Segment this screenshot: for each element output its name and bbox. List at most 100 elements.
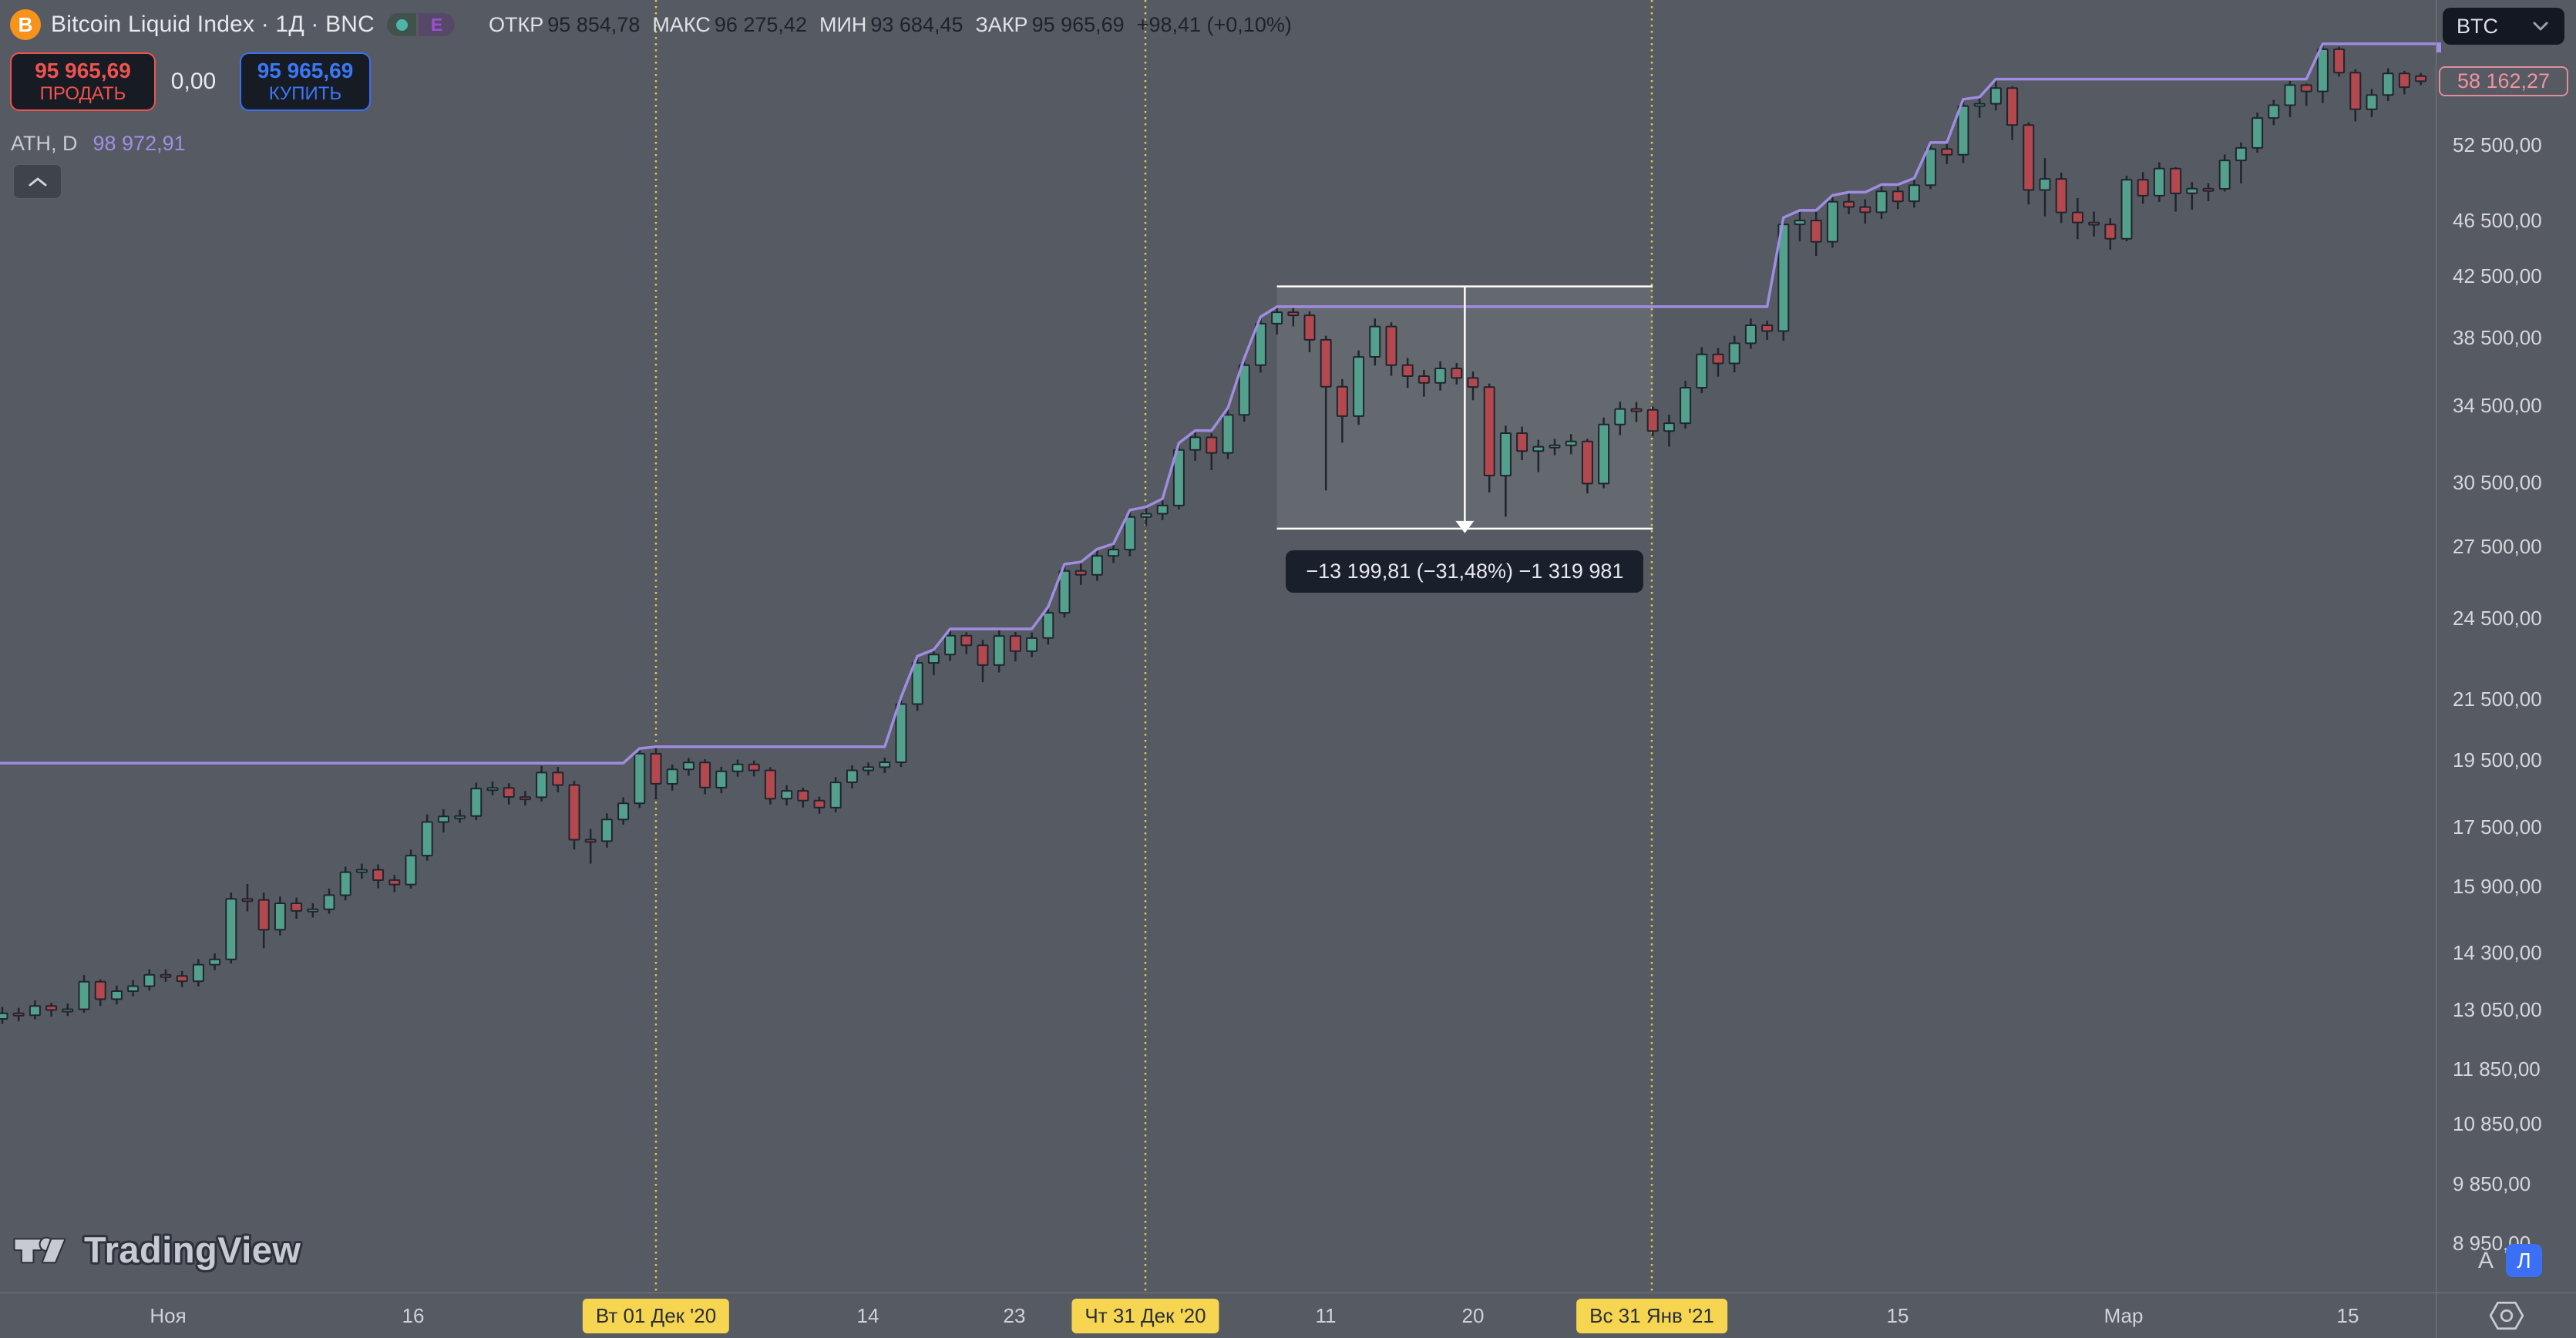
candle [1744,318,1757,349]
candle [470,782,483,820]
candle [1401,358,1414,388]
candle [895,697,907,768]
candle [1385,322,1397,376]
currency-dropdown[interactable]: BTC [2443,8,2564,45]
candle [748,760,760,777]
symbol-title[interactable]: Bitcoin Liquid Index · 1Д · BNC [51,12,375,37]
data-status-badges[interactable]: E [387,13,456,36]
auto-scale-button[interactable]: А [2470,1245,2501,1277]
time-tick-label: Мар [2104,1304,2144,1327]
candle [503,783,515,805]
time-axis[interactable]: Ноя 16 Вт 01 Дек '20 14 23 Чт 31 Дек '20 11 20 В… [0,1293,2436,1338]
time-tick-label: 15 [2336,1304,2359,1327]
price-tick-label: 30 500,00 [2453,470,2542,494]
candle [127,980,140,997]
candle [176,970,188,987]
candle [682,758,694,776]
candle [927,649,940,676]
bitcoin-icon-letter: B [18,12,33,36]
candle [1973,97,1986,118]
price-tick-label: 9 850,00 [2453,1172,2531,1196]
candle [2251,113,2264,153]
candle [1925,142,1937,190]
candle [1843,192,1855,214]
sell-button[interactable]: 95 965,69 ПРОДАТЬ [10,52,156,111]
open-label: ОТКР [489,12,544,36]
price-tick-label: 38 500,00 [2453,325,2542,349]
candle [797,787,809,808]
buy-button[interactable]: 95 965,69 КУПИТЬ [240,52,371,111]
log-scale-button[interactable]: Л [2506,1244,2542,1277]
trade-buttons-row: 95 965,69 ПРОДАТЬ 0,00 95 965,69 КУПИТЬ [10,52,371,111]
candle [1238,358,1250,422]
candle [846,765,858,788]
price-axis[interactable]: BTC 52 500,00 46 500,00 42 500,00 38 500,00… [2436,0,2576,1293]
axis-settings-corner[interactable] [2436,1293,2576,1338]
candle [1206,433,1218,470]
candle [1565,434,1577,455]
candle [600,813,613,848]
market-status-badge[interactable] [387,13,417,36]
candle [2006,86,2019,140]
candle [1646,406,1659,436]
candle [2300,83,2312,106]
candle [2170,166,2182,212]
candle [355,863,368,879]
indicator-value: 98 972,91 [92,131,186,155]
auto-scale-label: А [2477,1248,2494,1273]
candle [2023,122,2035,205]
candle [1598,417,1610,489]
candle [699,759,711,795]
candle [666,764,678,791]
candle [2153,162,2165,202]
session-date-label: Чт 31 Дек '20 [1071,1293,1219,1338]
candle [1271,306,1283,335]
candle [62,1004,74,1017]
candle [731,759,744,777]
candle [1941,143,1953,164]
candle [1369,318,1381,366]
candle [1091,549,1103,581]
chart-legend-header: B Bitcoin Liquid Index · 1Д · BNC E ОТКР… [10,6,1292,43]
candlestick-chart[interactable] [0,0,2436,1293]
time-tick-label: Ноя [150,1304,187,1327]
candle [78,975,90,1013]
measure-tool [1276,285,1653,533]
tradingview-watermark[interactable]: TradingView [13,1229,301,1271]
sell-label: ПРОДАТЬ [39,83,126,105]
candle [617,797,630,825]
candle [1908,178,1920,208]
collapse-legend-button[interactable] [13,164,62,199]
gear-icon [2489,1301,2524,1330]
candle [2349,69,2362,122]
indicator-legend[interactable]: ATH, D 98 972,91 [11,129,186,157]
candle [1222,408,1234,459]
candle [2055,173,2067,224]
arrow-down-icon [1455,520,1475,533]
candle [307,903,319,918]
candle [911,656,923,711]
candle [2235,142,2247,183]
candle [1058,563,1071,618]
candle [1810,211,1822,257]
candle [1124,509,1136,556]
eod-data-badge[interactable]: E [419,13,456,36]
price-tick-label: 15 900,00 [2453,875,2542,899]
sell-price: 95 965,69 [35,59,131,83]
price-tick-label: 17 500,00 [2453,815,2542,839]
candle [536,765,548,802]
candle [650,746,662,800]
candle [1663,415,1675,447]
time-tick-label: 16 [402,1304,425,1327]
candle [339,866,351,901]
candle [1108,543,1120,563]
candle [2137,172,2149,204]
candle [486,782,499,795]
buy-label: КУПИТЬ [268,83,342,105]
candle [45,1003,58,1017]
candle [960,632,973,654]
candle [879,758,891,774]
time-tick-label: 23 [1003,1304,1026,1327]
price-tick-label: 52 500,00 [2453,133,2542,156]
